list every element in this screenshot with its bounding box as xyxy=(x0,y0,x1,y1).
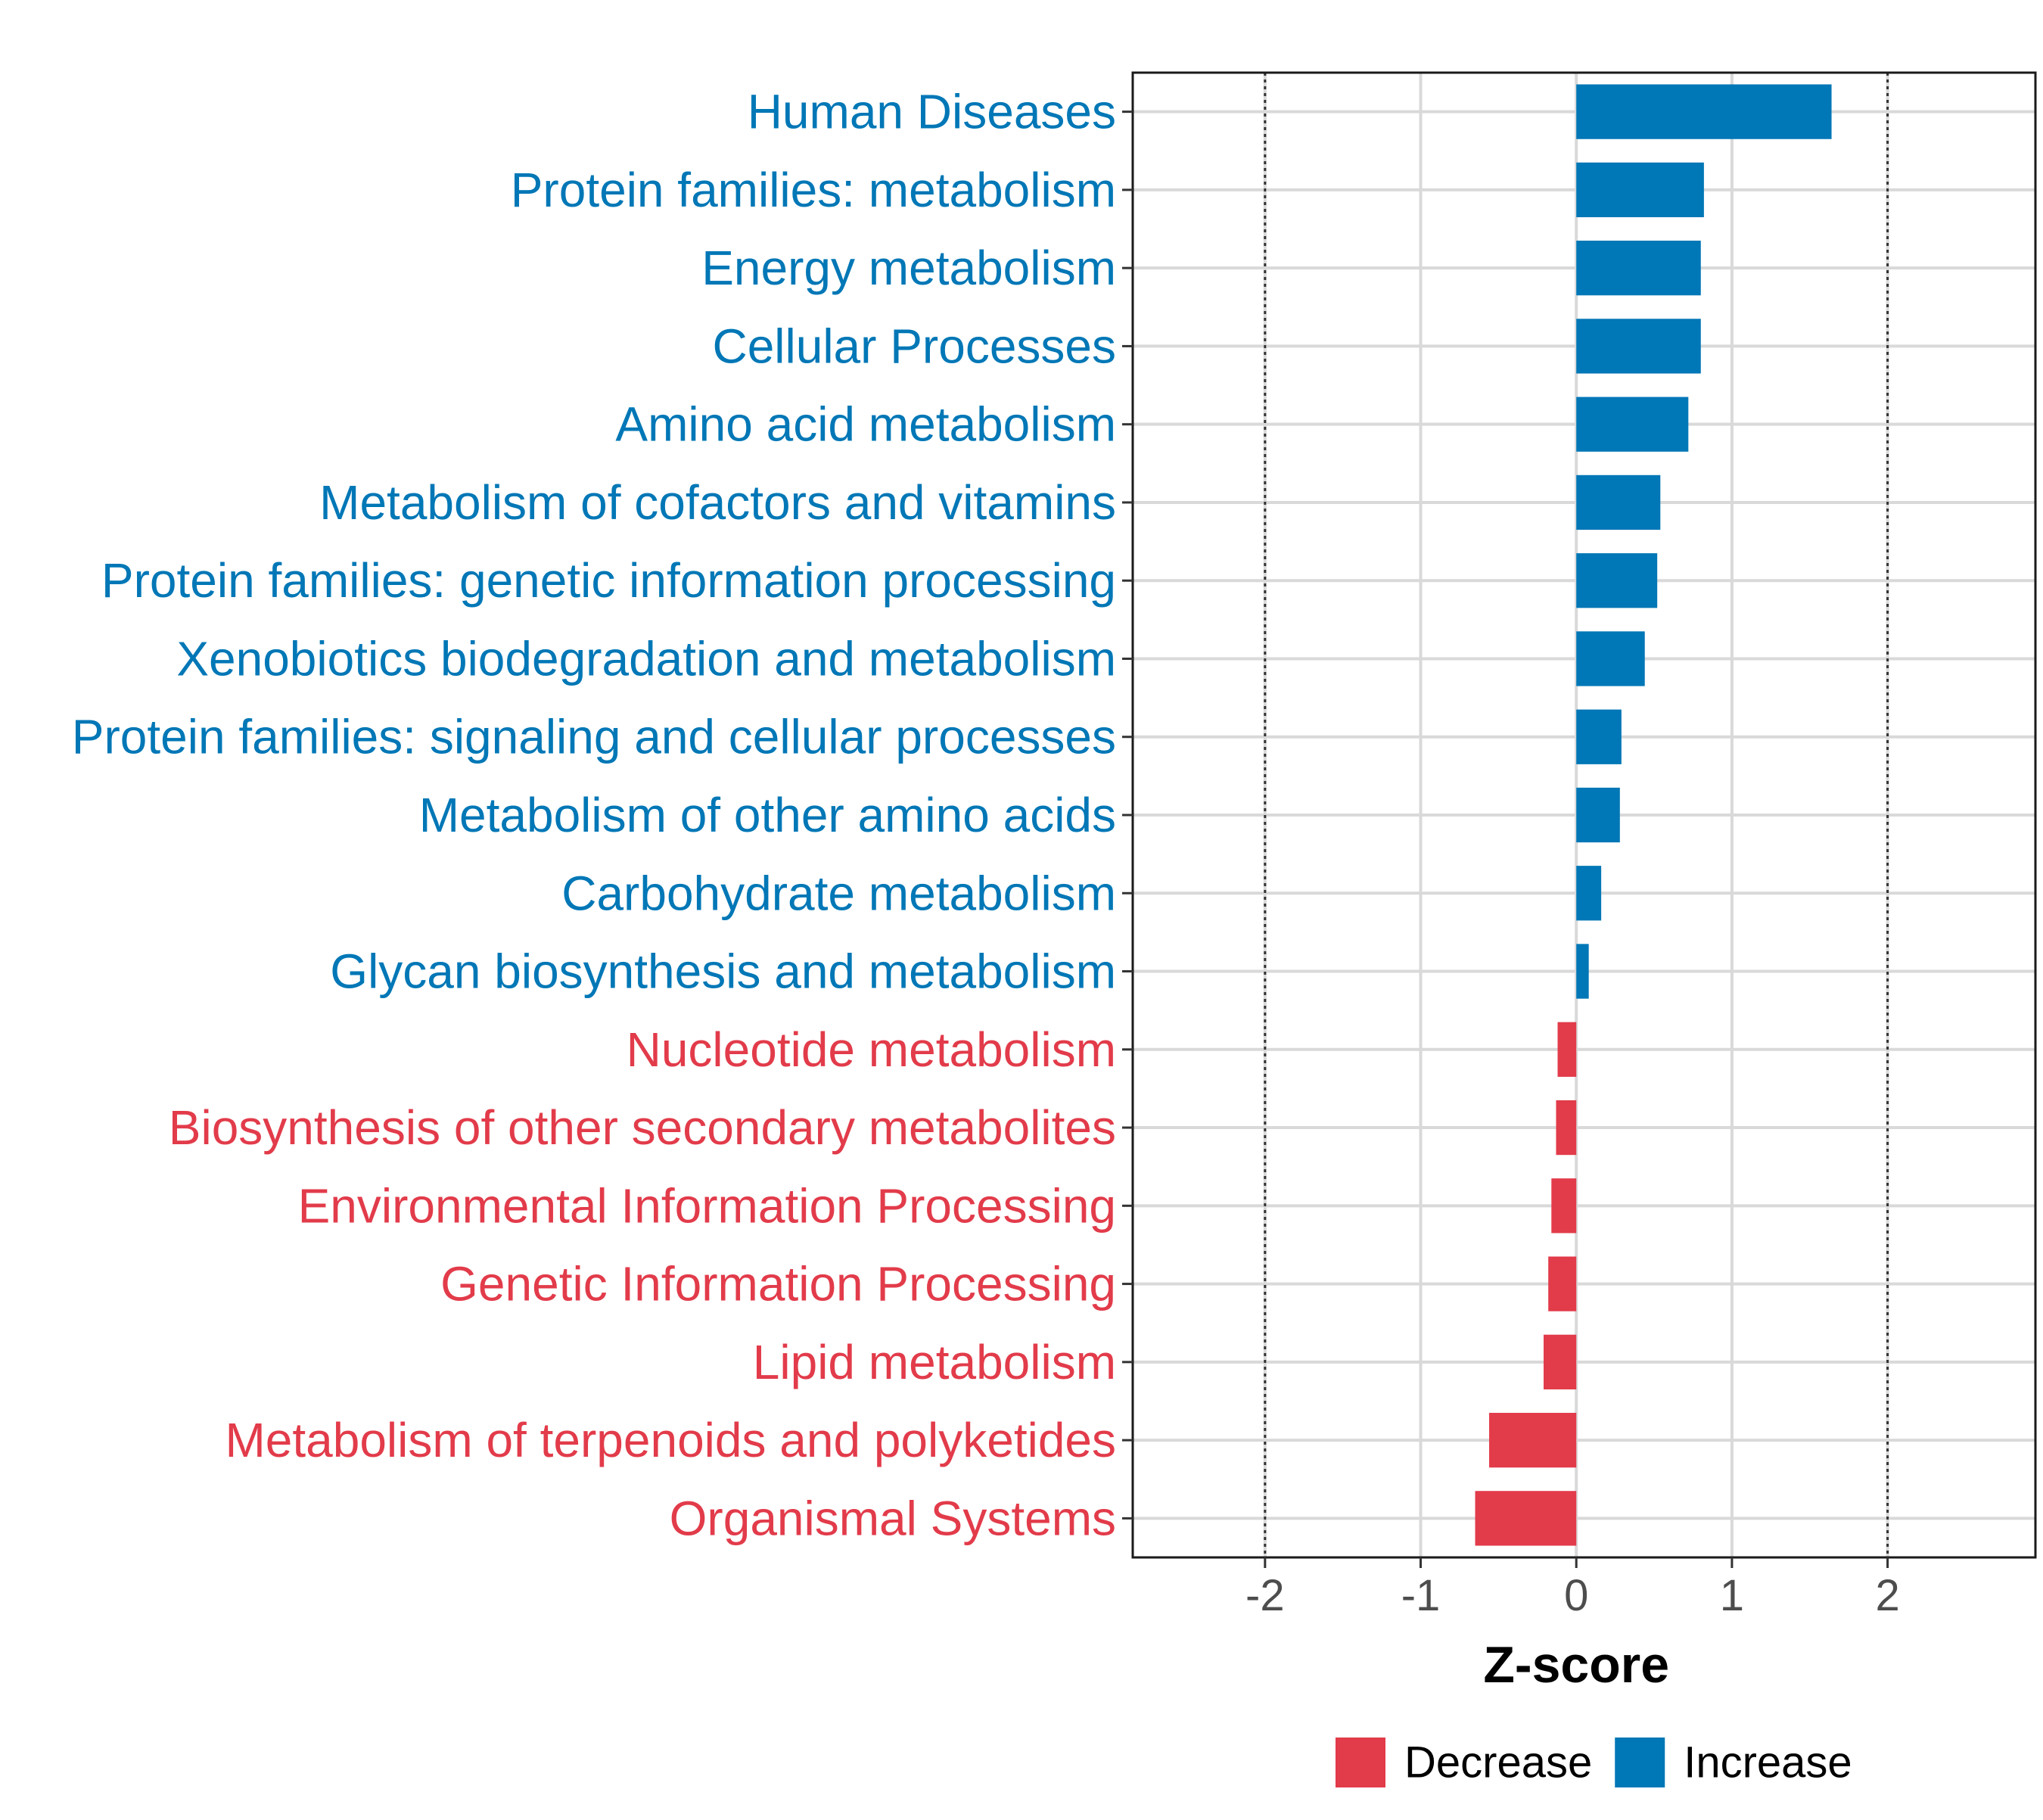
category-label: Protein families: genetic information pr… xyxy=(101,553,1116,608)
category-label: Energy metabolism xyxy=(701,241,1116,295)
legend-label: Increase xyxy=(1684,1738,1852,1787)
bar xyxy=(1551,1178,1577,1234)
x-axis: -2 -1 0 1 2 xyxy=(1245,1557,1900,1620)
bar xyxy=(1475,1491,1577,1546)
x-axis-title: Z-score xyxy=(1483,1636,1669,1694)
category-label: Environmental Information Processing xyxy=(298,1178,1116,1233)
x-tick-label: -1 xyxy=(1401,1571,1441,1620)
bar xyxy=(1576,319,1701,374)
x-tick-label: 2 xyxy=(1875,1571,1899,1620)
category-label: Genetic Information Processing xyxy=(440,1257,1116,1311)
category-label: Nucleotide metabolism xyxy=(627,1022,1116,1077)
category-label: Cellular Processes xyxy=(712,319,1116,373)
bar xyxy=(1576,709,1622,764)
category-label: Glycan biosynthesis and metabolism xyxy=(330,944,1116,999)
bar xyxy=(1576,84,1832,139)
x-tick-label: 1 xyxy=(1720,1571,1744,1620)
category-label: Protein families: metabolism xyxy=(511,163,1116,217)
category-label: Metabolism of cofactors and vitamins xyxy=(319,475,1116,530)
bar xyxy=(1576,241,1701,296)
bar xyxy=(1556,1100,1577,1156)
category-label: Carbohydrate metabolism xyxy=(561,866,1116,920)
legend-label: Decrease xyxy=(1404,1738,1592,1787)
category-label: Lipid metabolism xyxy=(753,1335,1116,1389)
bar xyxy=(1576,866,1602,921)
legend: Decrease Increase xyxy=(1336,1738,1852,1787)
y-axis: Human Diseases Protein families: metaboli… xyxy=(72,85,1133,1545)
bar xyxy=(1544,1334,1577,1389)
category-label: Metabolism of other amino acids xyxy=(419,788,1116,842)
category-label: Organismal Systems xyxy=(670,1491,1116,1545)
bar xyxy=(1548,1256,1577,1311)
category-label: Xenobiotics biodegradation and metabolis… xyxy=(176,631,1116,686)
bar xyxy=(1576,162,1704,218)
category-label: Amino acid metabolism xyxy=(615,397,1116,452)
bar xyxy=(1576,397,1689,452)
category-label: Protein families: signaling and cellular… xyxy=(72,710,1116,764)
bar xyxy=(1557,1022,1577,1077)
legend-swatch xyxy=(1615,1738,1665,1787)
bar xyxy=(1576,787,1620,843)
bar xyxy=(1576,474,1661,530)
bars-layer xyxy=(1475,84,1832,1546)
bar xyxy=(1576,553,1658,608)
category-label: Human Diseases xyxy=(748,85,1116,139)
bar xyxy=(1576,631,1645,686)
category-label: Metabolism of terpenoids and polyketides xyxy=(225,1413,1116,1467)
category-label: Biosynthesis of other secondary metaboli… xyxy=(169,1100,1116,1155)
legend-swatch xyxy=(1336,1738,1385,1787)
x-tick-label: 0 xyxy=(1564,1571,1588,1620)
bar xyxy=(1576,944,1589,999)
x-tick-label: -2 xyxy=(1245,1571,1285,1620)
bar xyxy=(1489,1412,1577,1468)
